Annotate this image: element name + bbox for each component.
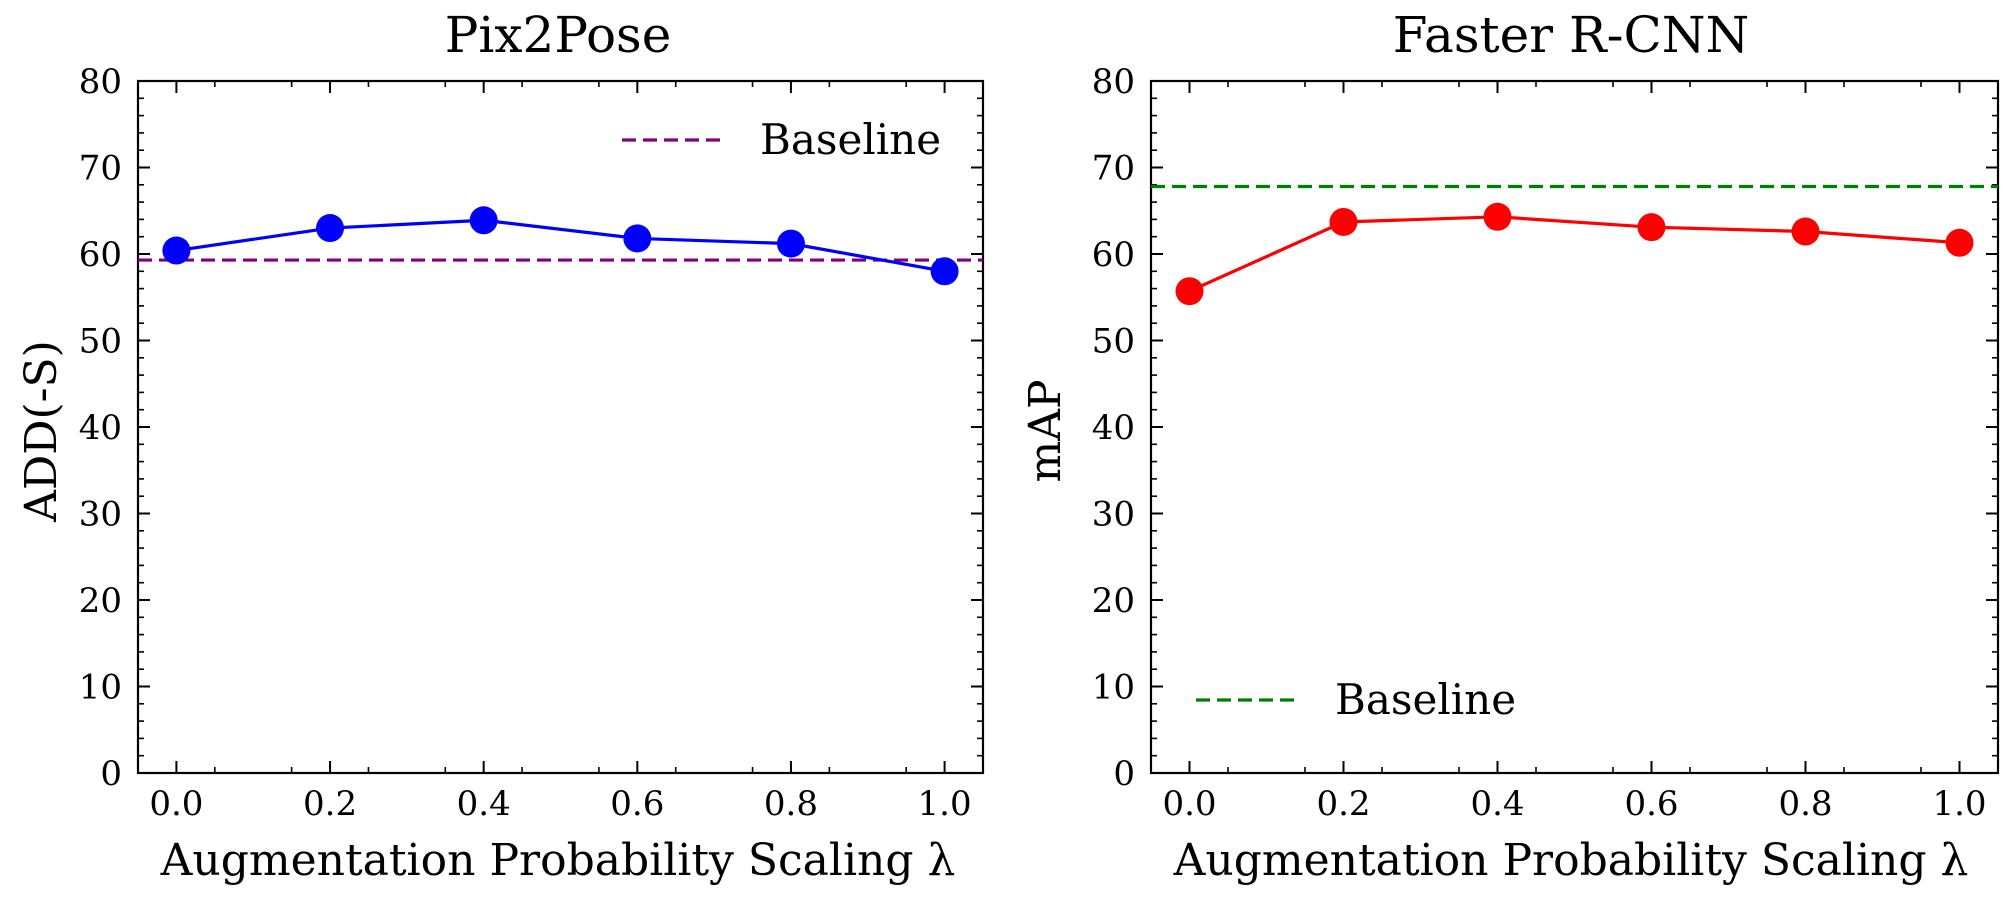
y-tick-label: 60: [1092, 235, 1135, 275]
x-tick-label: 0.8: [764, 784, 818, 824]
data-point: [1791, 217, 1820, 246]
x-tick-label: 0.8: [1778, 784, 1832, 824]
chart-title: Pix2Pose: [445, 6, 672, 64]
data-point: [1637, 213, 1666, 242]
y-tick-label: 0: [1113, 754, 1135, 794]
x-tick-label: 0.2: [303, 784, 357, 824]
data-point: [1483, 202, 1512, 231]
y-tick-label: 80: [1092, 62, 1135, 102]
y-tick-label: 40: [1092, 408, 1135, 448]
x-tick-label: 0.4: [457, 784, 511, 824]
x-tick-label: 0.0: [1162, 784, 1216, 824]
data-point: [162, 236, 191, 265]
x-axis-label: Augmentation Probability Scaling λ: [160, 835, 956, 886]
legend-label: Baseline: [1335, 675, 1516, 724]
y-tick-label: 80: [79, 62, 122, 102]
data-point: [623, 224, 652, 253]
pix2pose-panel: Pix2Pose Augmentation Probability Scalin…: [16, 6, 985, 886]
x-tick-label: 0.0: [149, 784, 203, 824]
y-tick-label: 30: [1092, 495, 1135, 535]
x-tick-label: 0.4: [1470, 784, 1524, 824]
y-tick-label: 60: [79, 235, 122, 275]
data-point: [776, 229, 805, 258]
y-tick-label: 0: [100, 754, 122, 794]
y-axis-label: mAP: [1020, 379, 1071, 482]
chart-title: Faster R-CNN: [1393, 6, 1750, 64]
y-tick-label: 30: [79, 495, 122, 535]
y-tick-label: 20: [79, 581, 122, 621]
x-tick-label: 0.6: [610, 784, 664, 824]
data-point: [1175, 277, 1204, 306]
legend-label: Baseline: [760, 115, 941, 164]
data-point: [930, 257, 959, 286]
x-axis-label: Augmentation Probability Scaling λ: [1173, 835, 1969, 886]
x-tick-label: 1.0: [1932, 784, 1986, 824]
data-point: [469, 206, 498, 235]
series-line: [1188, 215, 1960, 293]
y-tick-label: 10: [79, 668, 122, 708]
y-tick-label: 70: [1092, 149, 1135, 189]
y-tick-label: 40: [79, 408, 122, 448]
data-point: [1329, 207, 1358, 236]
x-tick-label: 0.6: [1624, 784, 1678, 824]
data-point: [1945, 228, 1974, 257]
y-axis-label: ADD(-S): [16, 340, 67, 523]
y-tick-label: 50: [1092, 322, 1135, 362]
y-tick-label: 50: [79, 322, 122, 362]
data-point: [316, 214, 345, 243]
y-tick-label: 20: [1092, 581, 1135, 621]
y-tick-label: 10: [1092, 668, 1135, 708]
y-tick-label: 70: [79, 149, 122, 189]
x-tick-label: 0.2: [1316, 784, 1370, 824]
faster-rcnn-panel: Faster R-CNN Augmentation Probability Sc…: [1020, 6, 2000, 886]
series-line: [176, 218, 945, 273]
x-tick-label: 1.0: [918, 784, 972, 824]
